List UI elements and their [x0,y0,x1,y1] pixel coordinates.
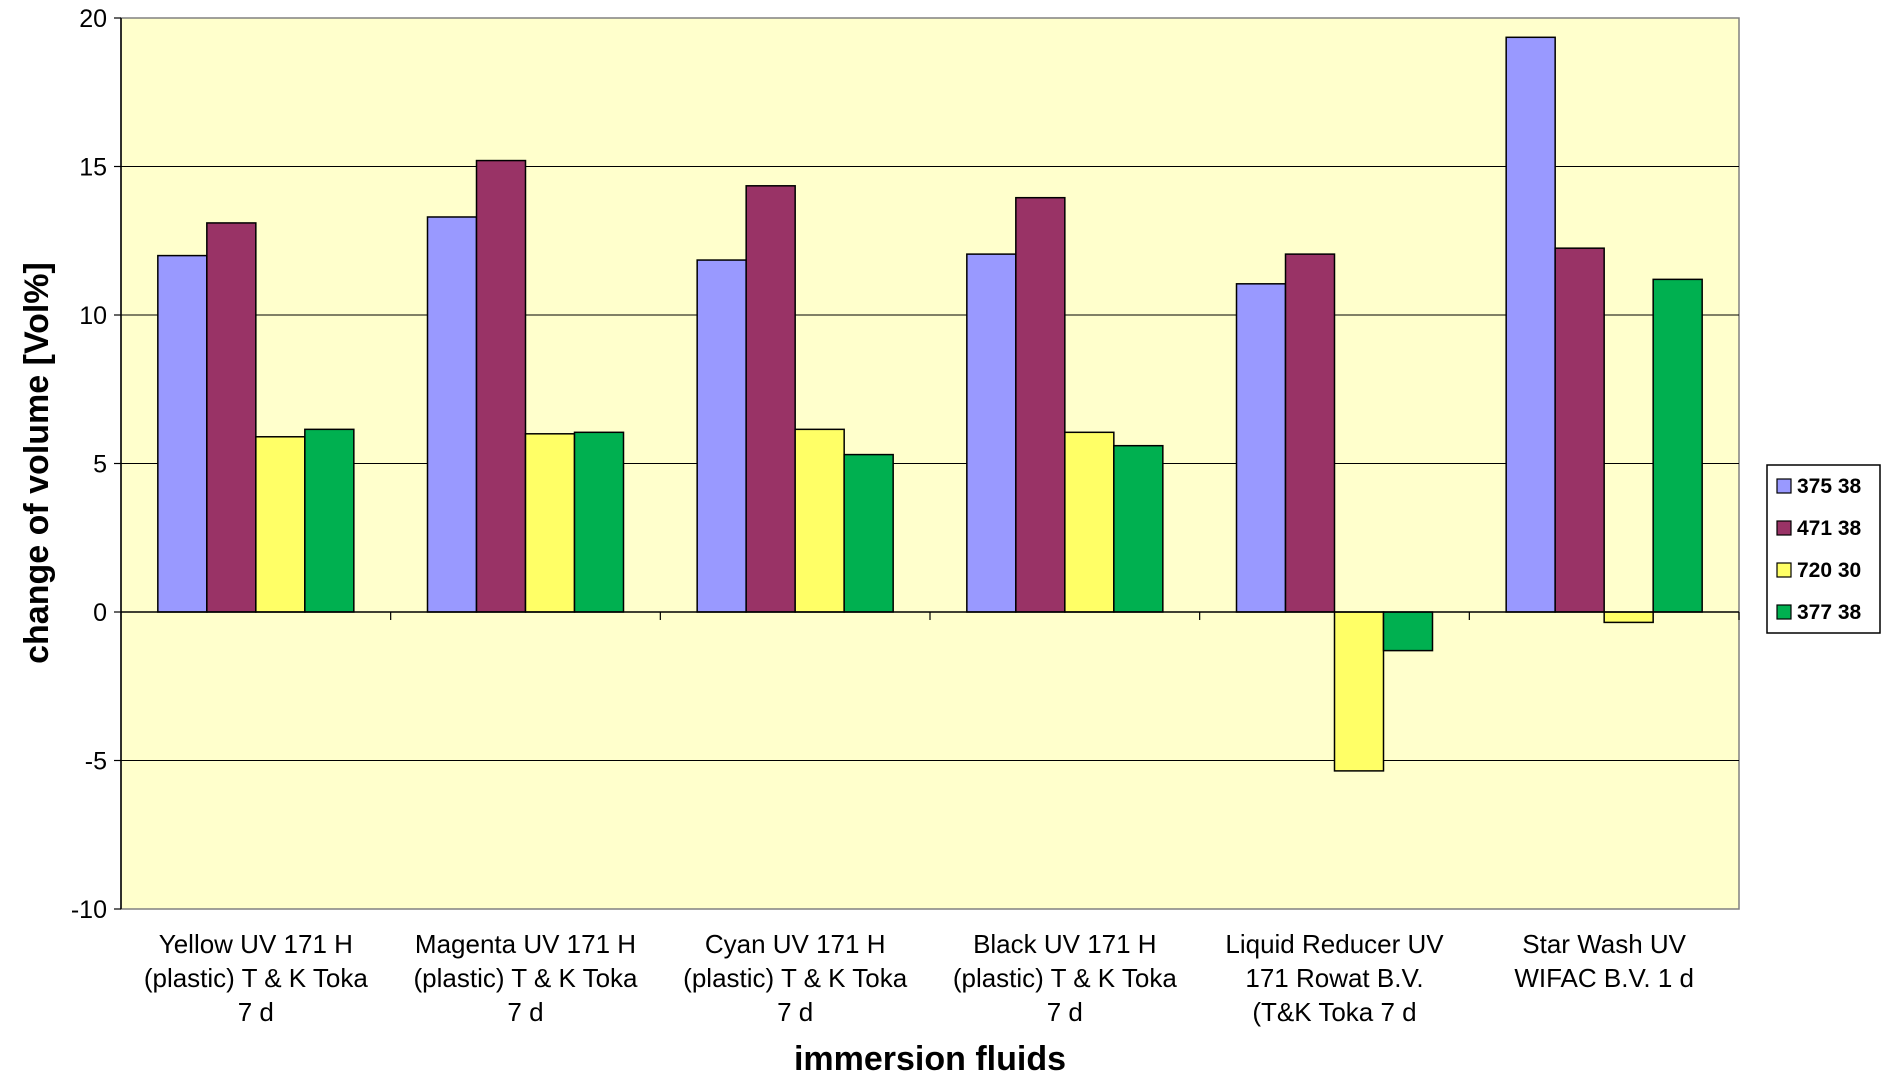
category-label: Black UV 171 H (plastic) T & K Toka 7 d [953,929,1178,1027]
category-label-line: Star Wash UV [1522,929,1686,959]
bar-471-38-cat-5 [1284,253,1336,613]
category-label-line: Magenta UV 171 H [415,929,636,959]
category-label-line: (plastic) T & K Toka [953,963,1178,993]
legend-swatch [1776,562,1792,578]
bar-377-38-cat-1 [304,428,355,613]
y-tick-label: -10 [71,896,107,924]
legend: 375 38 471 38 720 30 377 38 [1766,464,1881,634]
bar-375-38-cat-3 [696,259,747,613]
y-tick-label: 5 [93,451,107,479]
category-labels: Yellow UV 171 H (plastic) T & K Toka 7 dMa… [144,929,1694,1027]
bar-720-30-cat-3 [794,428,845,613]
legend-label: 720 30 [1797,559,1861,582]
y-tick-label: 20 [79,5,107,33]
category-label-line: WIFAC B.V. 1 d [1514,963,1694,993]
legend-swatch [1776,520,1792,536]
bar-375-38-cat-2 [426,216,478,613]
category-label-line: Cyan UV 171 H [705,929,886,959]
bar-377-38-cat-4 [1113,444,1164,613]
category-label: Liquid Reducer UV 171 Rowat B.V. (T&K Toka… [1225,929,1444,1027]
y-tick-label: 15 [79,154,107,182]
bar-471-38-cat-3 [745,185,796,613]
bar-375-38-cat-6 [1505,36,1556,613]
category-label-line: (T&K Toka 7 d [1252,997,1416,1027]
category-label-line: (plastic) T & K Toka [414,963,639,993]
y-tick-labels: 20 15 10 5 0 -5 -10 [71,5,107,924]
axes [120,18,1740,909]
category-label: Yellow UV 171 H (plastic) T & K Toka 7 d [144,929,369,1027]
category-label-line: 171 Rowat B.V. [1245,963,1423,993]
category-label-line: Black UV 171 H [973,929,1157,959]
category-label: Cyan UV 171 H (plastic) T & K Toka 7 d [683,929,908,1027]
bar-375-38-cat-4 [966,253,1017,613]
bar-377-38-cat-3 [843,453,894,613]
y-tick-label: 10 [79,302,107,330]
bar-471-38-cat-2 [475,159,527,613]
bar-375-38-cat-1 [157,254,208,613]
category-label-line: (plastic) T & K Toka [144,963,369,993]
y-tick-label: 0 [93,599,107,627]
category-label-line: Yellow UV 171 H [159,929,353,959]
bar-375-38-cat-5 [1235,283,1287,613]
bars [157,36,1703,772]
legend-swatch [1776,604,1792,620]
bar-377-38-cat-6 [1652,278,1703,613]
bar-471-38-cat-6 [1554,247,1605,613]
bar-377-38-cat-2 [573,431,625,613]
y-tick-label: -5 [85,748,107,776]
category-label-line: 7 d [507,997,543,1027]
category-label-line: 7 d [238,997,274,1027]
bar-720-30-cat-2 [524,433,576,613]
legend-swatch [1776,478,1792,494]
bar-471-38-cat-1 [206,222,257,613]
category-label-line: 7 d [1047,997,1083,1027]
bar-720-30-cat-1 [255,436,306,613]
legend-label: 377 38 [1797,601,1862,624]
legend-label: 375 38 [1797,475,1862,498]
category-label-line: (plastic) T & K Toka [683,963,908,993]
category-label-line: 7 d [777,997,813,1027]
category-label: Magenta UV 171 H (plastic) T & K Toka 7 d [414,929,639,1027]
bar-720-30-cat-5 [1333,611,1385,772]
bar-720-30-cat-6 [1603,611,1654,624]
legend-label: 471 38 [1797,517,1862,540]
category-label-line: Liquid Reducer UV [1225,929,1444,959]
bar-377-38-cat-5 [1382,611,1434,652]
y-axis-title: change of volume [Vol%] [18,262,56,664]
x-axis-title: immersion fluids [794,1040,1066,1078]
bar-471-38-cat-4 [1015,196,1066,613]
category-label: Star Wash UV WIFAC B.V. 1 d [1514,929,1694,993]
bar-720-30-cat-4 [1064,431,1115,613]
